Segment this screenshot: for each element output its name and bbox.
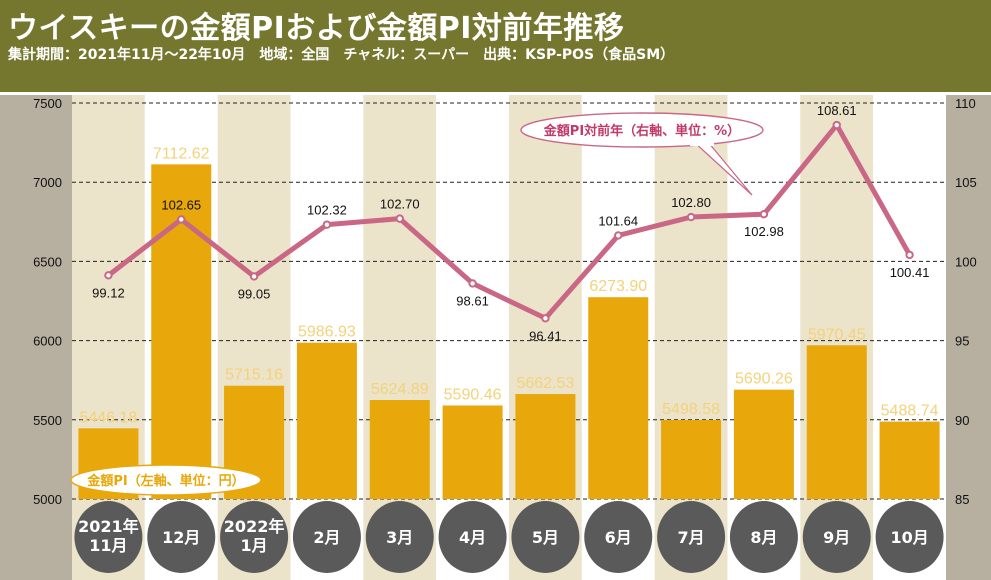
left-axis-tick-label: 5000 (33, 492, 62, 507)
bar (515, 394, 576, 499)
line-value-label: 99.12 (92, 285, 125, 300)
category-label: 5月 (532, 528, 559, 547)
category-pill (875, 501, 944, 573)
bar (151, 164, 212, 499)
line-legend-pointer-mask (690, 140, 714, 146)
bar-value-label: 5662.53 (516, 375, 574, 392)
category-label: 8月 (750, 528, 777, 547)
header-band: ウイスキーの金額PIおよび金額PI対前年推移 集計期間：2021年11月～22年… (0, 0, 991, 92)
category-label: 9月 (823, 528, 850, 547)
left-axis-tick-label: 6000 (33, 334, 62, 349)
right-axis-tick-label: 105 (955, 175, 977, 190)
right-axis-tick-label: 90 (955, 413, 969, 428)
category-label: 10月 (890, 528, 928, 547)
line-point (177, 215, 186, 224)
line-point (468, 279, 477, 288)
line-value-label: 102.65 (161, 197, 201, 212)
left-axis-tick-label: 6500 (33, 254, 62, 269)
line-point (686, 212, 696, 222)
right-axis-tick-label: 85 (955, 492, 969, 507)
chart-subtitle: 集計期間：2021年11月～22年10月 地域：全国 チャネル：スーパー 出典：… (8, 47, 675, 63)
bar-value-label: 5970.45 (808, 326, 866, 343)
line-legend-bubble (520, 112, 764, 148)
bar-value-label: 5498.58 (662, 401, 720, 418)
left-axis-band (0, 95, 72, 580)
line-value-label: 102.32 (307, 203, 347, 218)
left-axis-tick-label: 7500 (33, 96, 62, 111)
category-pill (365, 501, 434, 573)
category-pill (802, 501, 871, 573)
line-point (395, 214, 404, 223)
left-axis-tick-label: 7000 (33, 175, 62, 190)
bar (733, 389, 794, 499)
line-point (832, 120, 841, 130)
bar-value-label: 5590.46 (444, 386, 502, 403)
line-point (759, 209, 769, 219)
category-pill (729, 501, 798, 573)
bar (588, 297, 649, 499)
bar-value-label: 6273.90 (589, 278, 647, 295)
bar (369, 400, 430, 499)
line-value-label: 102.80 (671, 195, 711, 210)
category-label: 6月 (605, 528, 632, 547)
bar-value-label: 5446.18 (79, 409, 137, 426)
category-label: 4月 (459, 528, 486, 547)
right-axis-band (946, 95, 991, 580)
line-value-label: 101.64 (598, 213, 638, 228)
bar-value-label: 7112.62 (153, 145, 210, 162)
category-pill (74, 501, 143, 573)
category-pill (511, 501, 580, 573)
bar-value-label: 5488.74 (881, 403, 939, 420)
category-pill (584, 501, 653, 573)
bar-legend-bubble (70, 464, 262, 496)
bar (806, 345, 867, 499)
line-value-label: 102.70 (380, 197, 420, 212)
category-pill (292, 501, 361, 573)
bar-value-label: 5986.93 (298, 324, 356, 341)
line-value-label: 102.98 (744, 224, 784, 239)
bar-value-label: 5690.26 (735, 371, 793, 388)
line-point (322, 220, 332, 229)
right-axis-tick-label: 110 (955, 96, 976, 111)
line-point (614, 231, 623, 240)
category-pill (657, 501, 726, 573)
line-point (905, 250, 914, 260)
line-point (541, 314, 550, 323)
line-value-label: 96.41 (529, 328, 562, 343)
category-pill (220, 501, 289, 573)
category-label: 3月 (386, 528, 413, 547)
bar (296, 342, 357, 499)
category-label: 2022年 1月 (224, 517, 285, 555)
category-pill (147, 501, 216, 573)
bar-value-label: 5715.16 (225, 367, 283, 384)
line-point (104, 271, 113, 280)
bar (442, 405, 503, 499)
line-value-label: 108.61 (817, 103, 857, 118)
category-label: 12月 (162, 528, 200, 547)
line-value-label: 99.05 (238, 286, 271, 301)
line-legend-label: 金額PI対前年（右軸、単位：%） (543, 123, 740, 139)
bar-legend-label: 金額PI（左軸、単位：円） (86, 473, 244, 489)
right-axis-tick-label: 95 (955, 334, 969, 349)
category-label: 2月 (313, 528, 340, 547)
category-pill (438, 501, 507, 573)
bar (879, 421, 940, 499)
category-label: 7月 (678, 528, 705, 547)
line-value-label: 100.41 (890, 265, 930, 280)
category-label: 2021年 11月 (78, 517, 139, 555)
line-value-label: 98.61 (456, 293, 489, 308)
bar (661, 420, 722, 499)
line-point (249, 272, 259, 281)
line-series-path (105, 122, 913, 321)
right-axis-tick-label: 100 (955, 254, 977, 269)
left-axis-tick-label: 5500 (33, 413, 62, 428)
bar-value-label: 5624.89 (371, 381, 429, 398)
chart-title: ウイスキーの金額PIおよび金額PI対前年推移 (8, 11, 625, 46)
